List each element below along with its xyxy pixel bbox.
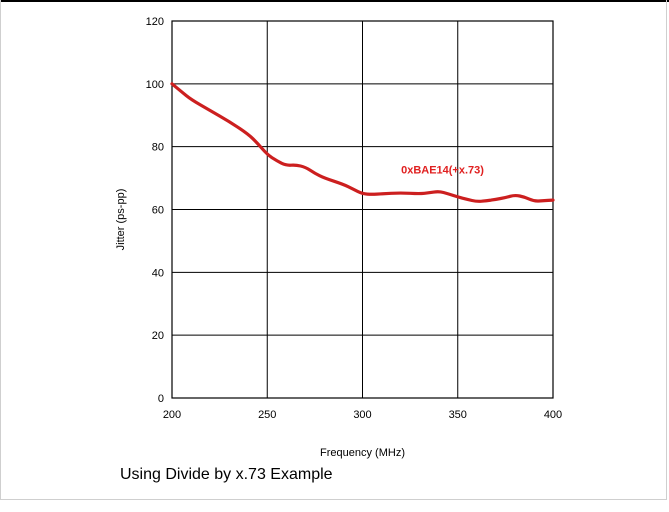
y-tick-label: 0 bbox=[158, 393, 164, 405]
x-axis-label: Frequency (MHz) bbox=[320, 447, 405, 459]
grid-lines bbox=[171, 20, 554, 399]
y-tick-label: 60 bbox=[152, 205, 164, 217]
x-tick-label: 400 bbox=[544, 409, 562, 421]
y-tick-label: 20 bbox=[152, 330, 164, 342]
plot-area bbox=[171, 20, 554, 399]
top-rule bbox=[0, 0, 669, 2]
y-tick-label: 120 bbox=[146, 16, 164, 28]
series-line bbox=[170, 82, 555, 203]
y-tick-label: 100 bbox=[146, 79, 164, 91]
x-tick-label: 300 bbox=[353, 409, 371, 421]
x-tick-label: 250 bbox=[258, 409, 276, 421]
x-tick-label: 350 bbox=[449, 409, 467, 421]
y-tick-label: 80 bbox=[152, 142, 164, 154]
figure-frame bbox=[0, 0, 667, 500]
tick-labels: 200 250 300 350 400 0 20 40 60 80 100 120 bbox=[146, 16, 563, 421]
y-axis-label: Jitter (ps-pp) bbox=[115, 189, 127, 251]
figure-caption: Using Divide by x.73 Example bbox=[120, 466, 333, 483]
x-tick-label: 200 bbox=[163, 409, 181, 421]
y-tick-label: 40 bbox=[152, 267, 164, 279]
series-annotation: 0xBAE14(+x.73) bbox=[401, 164, 484, 176]
